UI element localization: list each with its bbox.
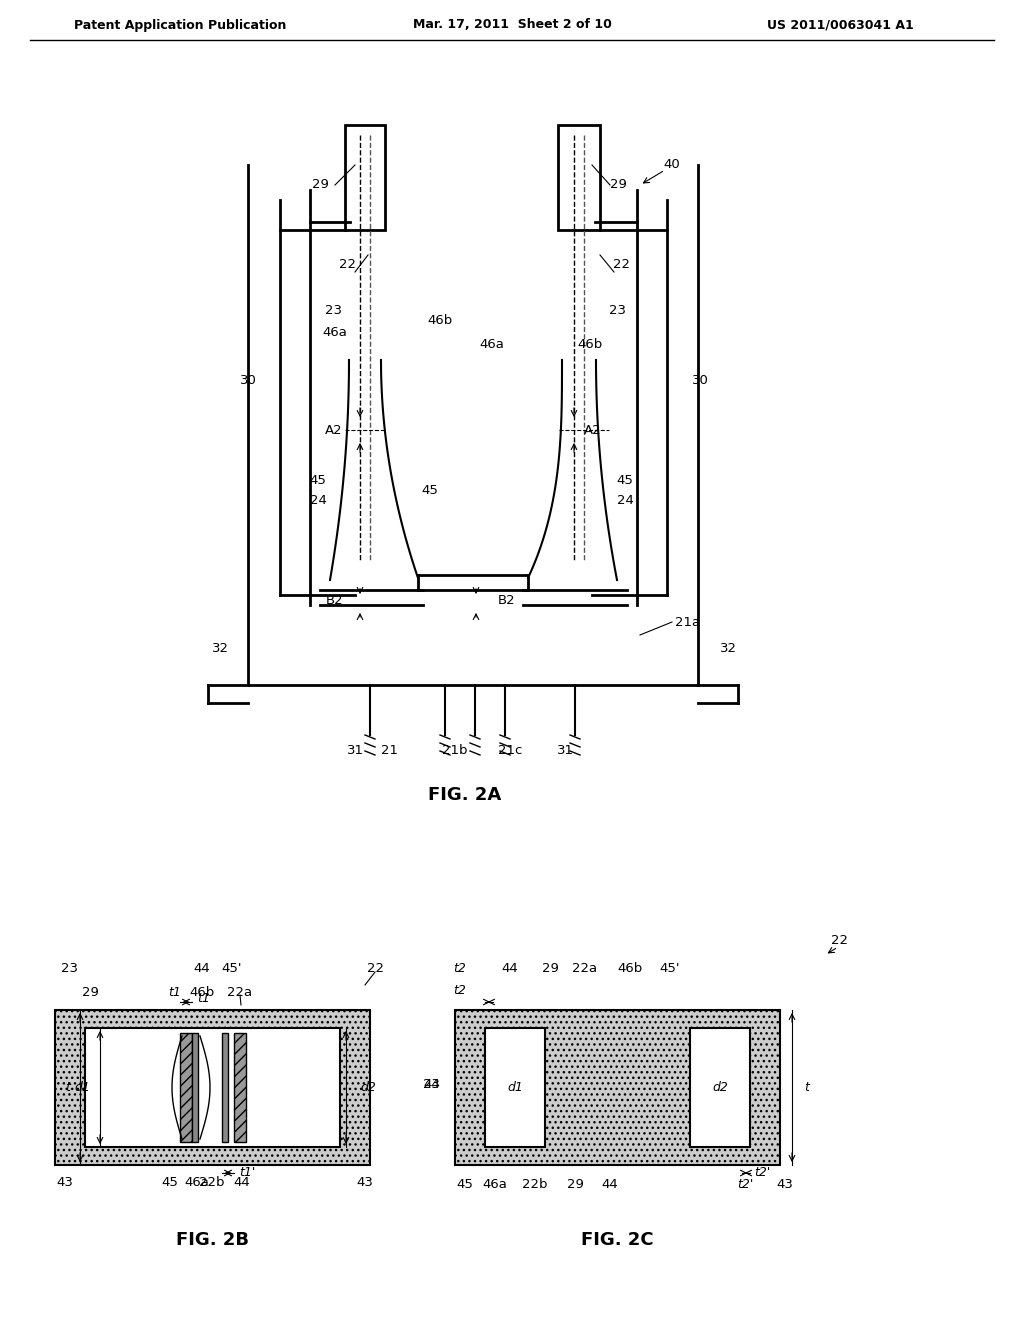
Text: 21b: 21b [442,743,468,756]
Text: t2: t2 [454,961,467,974]
Text: 32: 32 [212,642,228,655]
Text: 22: 22 [340,259,356,272]
Text: 45: 45 [457,1179,473,1192]
Text: d2: d2 [712,1081,728,1094]
Text: 22a: 22a [572,961,598,974]
Bar [234,1034,246,1142]
Text: 22: 22 [831,933,849,946]
Text: FIG. 2A: FIG. 2A [428,785,502,804]
Text: t2: t2 [454,983,467,997]
Text: Patent Application Publication: Patent Application Publication [74,18,286,32]
Text: 22: 22 [613,259,631,272]
Bar [558,125,600,230]
Bar [455,1010,780,1166]
Bar [55,1010,370,1166]
Text: 46a: 46a [323,326,347,338]
Text: US 2011/0063041 A1: US 2011/0063041 A1 [767,18,913,32]
Bar [180,1034,193,1142]
Text: 43: 43 [776,1179,794,1192]
Text: t1: t1 [169,986,181,998]
Text: 40: 40 [664,158,680,172]
Text: 22a: 22a [227,986,253,998]
Text: 24: 24 [616,494,634,507]
Text: 30: 30 [240,374,256,387]
Text: 45: 45 [162,1176,178,1188]
Text: 31: 31 [346,743,364,756]
Text: 23: 23 [325,304,341,317]
Text: 29: 29 [311,178,329,191]
Text: B2: B2 [326,594,343,606]
Text: 22b: 22b [200,1176,224,1188]
Text: 45': 45' [659,961,680,974]
Text: 46a: 46a [479,338,505,351]
Bar [485,1028,545,1147]
Text: 43: 43 [56,1176,74,1188]
Text: d2: d2 [360,1081,376,1094]
Text: 45: 45 [309,474,327,487]
Text: 32: 32 [720,642,736,655]
Text: 44: 44 [233,1176,251,1188]
Text: FIG. 2B: FIG. 2B [176,1232,249,1249]
Text: A2: A2 [584,424,602,437]
Text: A2: A2 [326,424,343,437]
Bar [222,1034,228,1142]
Bar [345,125,385,230]
Text: 46a: 46a [184,1176,210,1188]
Text: t2': t2' [737,1179,753,1192]
Text: 24: 24 [309,494,327,507]
Text: 29: 29 [82,986,98,998]
Text: d1: d1 [74,1081,90,1094]
Text: 45: 45 [616,474,634,487]
Bar [193,1034,198,1142]
Text: 44: 44 [194,961,210,974]
Text: 43: 43 [423,1078,440,1092]
Text: Mar. 17, 2011  Sheet 2 of 10: Mar. 17, 2011 Sheet 2 of 10 [413,18,611,32]
Text: 44: 44 [602,1179,618,1192]
Text: 21c: 21c [498,743,522,756]
Text: 45: 45 [422,483,438,496]
Text: 30: 30 [691,374,709,387]
Bar [690,1028,750,1147]
Text: t1': t1' [239,1167,255,1180]
Text: d1: d1 [507,1081,523,1094]
Text: 46b: 46b [617,961,643,974]
Bar [85,1028,340,1147]
Text: 44: 44 [502,961,518,974]
Text: 22: 22 [367,961,384,974]
Text: FIG. 2C: FIG. 2C [582,1232,653,1249]
Text: 21a: 21a [675,615,700,628]
Text: 22b: 22b [522,1179,548,1192]
Text: 46a: 46a [482,1179,508,1192]
Text: 45': 45' [222,961,243,974]
Text: t: t [66,1081,70,1094]
Text: t2': t2' [754,1167,770,1180]
Text: t1: t1 [197,991,210,1005]
Text: 23: 23 [61,961,79,974]
Text: 21: 21 [382,743,398,756]
Text: 29: 29 [566,1179,584,1192]
Text: B2: B2 [498,594,516,606]
Text: 46b: 46b [578,338,603,351]
Text: 29: 29 [542,961,558,974]
Text: 24: 24 [423,1078,440,1092]
Text: 23: 23 [609,304,627,317]
Text: 46b: 46b [427,314,453,326]
Text: 46b: 46b [189,986,215,998]
Text: 31: 31 [556,743,573,756]
Text: t: t [804,1081,809,1094]
Text: 29: 29 [609,178,627,191]
Text: 43: 43 [356,1176,374,1188]
